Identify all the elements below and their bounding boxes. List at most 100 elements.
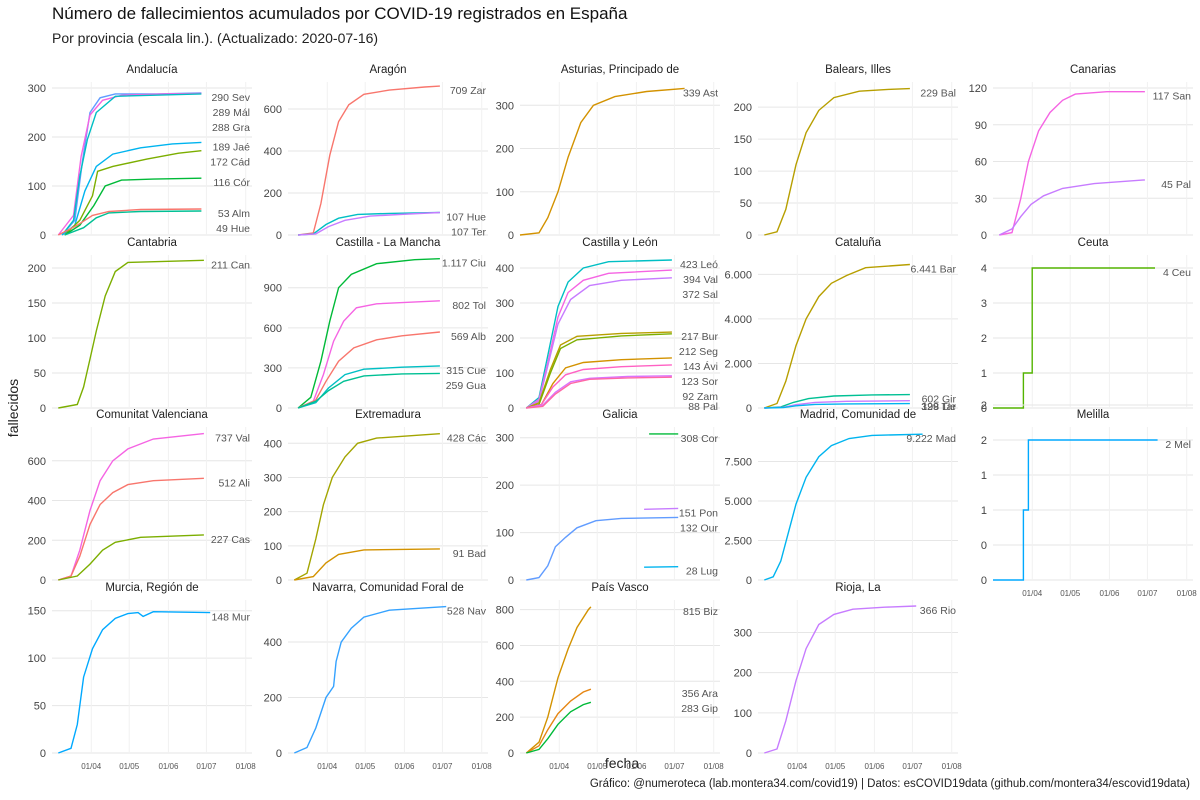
panel-navarra-comunidad-foral-de: Navarra, Comunidad Foral de 0 200 400 01/04 0… xyxy=(264,582,493,771)
x-tick-label: 01/08 xyxy=(704,762,725,771)
series-line-seg xyxy=(526,333,672,409)
series-line-mál xyxy=(57,92,202,236)
y-tick-label: 200 xyxy=(264,188,282,200)
y-tick-label: 300 xyxy=(734,628,752,640)
y-tick-label: 0 xyxy=(276,403,282,415)
y-tick-label: 150 xyxy=(28,606,46,618)
series-line-val xyxy=(58,432,204,581)
series-end-label: 288 Gra xyxy=(212,122,250,134)
panel-galicia: Galicia 0 100 200 300 308 Cor 151 Pon 132 Our 28… xyxy=(496,409,720,587)
series-end-label: 329 Tar xyxy=(921,401,956,413)
series-end-label: 815 Biz xyxy=(683,606,718,618)
x-tick-label: 01/07 xyxy=(196,762,217,771)
series-end-label: 45 Pal xyxy=(1161,179,1191,191)
y-axis-title: fallecidos xyxy=(5,379,21,437)
panel-comunitat-valenciana: Comunitat Valenciana 0 200 400 600 737 Val 512… xyxy=(28,409,252,587)
x-tick-label: 01/06 xyxy=(394,762,415,771)
y-tick-label: 0 xyxy=(276,748,282,760)
series-line-pal xyxy=(998,179,1145,236)
series-end-label: 315 Cue xyxy=(446,365,486,377)
series-end-label: 308 Cor xyxy=(681,433,719,445)
y-tick-label: 6.000 xyxy=(724,269,752,281)
y-tick-label: 2 xyxy=(981,435,987,447)
y-tick-label: 400 xyxy=(264,637,282,649)
panel-extremadura: Extremadura 0 100 200 300 400 428 Các 91 Bad xyxy=(264,409,488,587)
x-tick-label: 01/06 xyxy=(1099,589,1120,598)
panel-title: Castilla - La Mancha xyxy=(336,237,441,249)
y-tick-label: 300 xyxy=(264,363,282,375)
series-line-biz xyxy=(525,606,592,754)
y-tick-label: 100 xyxy=(28,653,46,665)
series-line-ast xyxy=(519,87,685,236)
series-end-label: 4 Ceu xyxy=(1163,267,1191,279)
series-end-label: 528 Nav xyxy=(447,606,487,618)
series-end-label: 88 Pal xyxy=(688,401,718,413)
series-end-label: 198 Lle xyxy=(922,401,957,413)
x-tick-label: 01/08 xyxy=(1177,589,1198,598)
y-tick-label: 0 xyxy=(746,230,752,242)
panel-cantabria: Cantabria 0 50 100 150 200 211 Can xyxy=(28,237,252,415)
series-line-hue xyxy=(64,210,202,236)
panel-pa-s-vasco: País Vasco 0 200 400 600 800 01/04 01/05 01/06 01… xyxy=(496,582,725,771)
series-line-rio xyxy=(764,605,917,754)
series-line-leó xyxy=(525,259,672,409)
panel-title: Melilla xyxy=(1077,409,1110,421)
y-tick-label: 400 xyxy=(28,496,46,508)
series-line-cue xyxy=(297,365,440,409)
panel-title: Galicia xyxy=(602,409,638,421)
panel-title: Castilla y León xyxy=(582,237,657,249)
series-line-sal xyxy=(525,277,672,409)
x-tick-label: 01/06 xyxy=(158,762,179,771)
series-end-label: 423 Leó xyxy=(680,259,718,271)
y-tick-label: 600 xyxy=(496,640,514,652)
series-end-label: 339 Ast xyxy=(683,87,718,99)
y-tick-label: 200 xyxy=(28,132,46,144)
y-tick-label: 2.500 xyxy=(724,535,752,547)
panel-title: Asturias, Principado de xyxy=(561,64,679,76)
series-end-label: 49 Hue xyxy=(216,223,250,235)
series-end-label: 366 Rio xyxy=(920,605,956,617)
series-end-label: 283 Gip xyxy=(681,703,718,715)
panel-castilla-y-le-n: Castilla y León 0 100 200 300 400 423 Leó 394 V… xyxy=(496,237,720,415)
series-end-label: 123 Sor xyxy=(681,376,718,388)
series-line-gra xyxy=(61,93,202,236)
x-tick-label: 01/04 xyxy=(81,762,102,771)
panel-arag-n: Aragón 0 200 400 600 709 Zar 107 Hue 107 Ter xyxy=(264,64,488,242)
series-end-label: 569 Alb xyxy=(451,331,486,343)
series-line-ara xyxy=(525,688,592,754)
x-tick-label: 01/07 xyxy=(664,762,685,771)
y-tick-label: 1 xyxy=(981,505,987,517)
y-tick-label: 2 xyxy=(981,333,987,345)
panel-title: Murcia, Región de xyxy=(105,582,198,594)
y-tick-label: 300 xyxy=(496,298,514,310)
panel-canarias: Canarias 0 30 60 90 120 117 San 45 Pal xyxy=(969,64,1193,242)
y-tick-label: 900 xyxy=(264,283,282,295)
y-tick-label: 300 xyxy=(496,433,514,445)
y-tick-label: 0 xyxy=(981,575,987,587)
y-tick-label: 3 xyxy=(981,298,987,310)
y-tick-label: 1 xyxy=(981,368,987,380)
chart-caption: Gráfico: @numeroteca (lab.montera34.com/… xyxy=(589,778,1190,790)
y-tick-label: 100 xyxy=(496,528,514,540)
series-end-label: 356 Ara xyxy=(682,688,718,700)
series-end-label: 1.117 Ciu xyxy=(442,258,486,270)
panel-title: Cataluña xyxy=(835,237,882,249)
y-tick-label: 60 xyxy=(975,157,987,169)
y-tick-label: 100 xyxy=(734,708,752,720)
y-tick-label: 0 xyxy=(40,575,46,587)
panel-balears-illes: Balears, Illes 0 50 100 150 200 229 Bal xyxy=(734,64,958,242)
series-end-label: 6.441 Bar xyxy=(910,264,956,276)
y-tick-label: 600 xyxy=(28,456,46,468)
series-end-label: 148 Mur xyxy=(211,612,250,624)
x-tick-label: 01/04 xyxy=(549,762,570,771)
series-line-bar xyxy=(764,263,910,409)
y-tick-label: 50 xyxy=(34,368,46,380)
series-end-label: 9.222 Mad xyxy=(906,433,956,445)
series-line-alm xyxy=(57,208,202,236)
x-tick-label: 01/07 xyxy=(1137,589,1158,598)
y-tick-label: 4.000 xyxy=(724,314,752,326)
x-tick-label: 01/04 xyxy=(317,762,338,771)
y-tick-label: 200 xyxy=(496,333,514,345)
y-tick-label: 300 xyxy=(264,472,282,484)
series-line-can xyxy=(58,259,204,409)
